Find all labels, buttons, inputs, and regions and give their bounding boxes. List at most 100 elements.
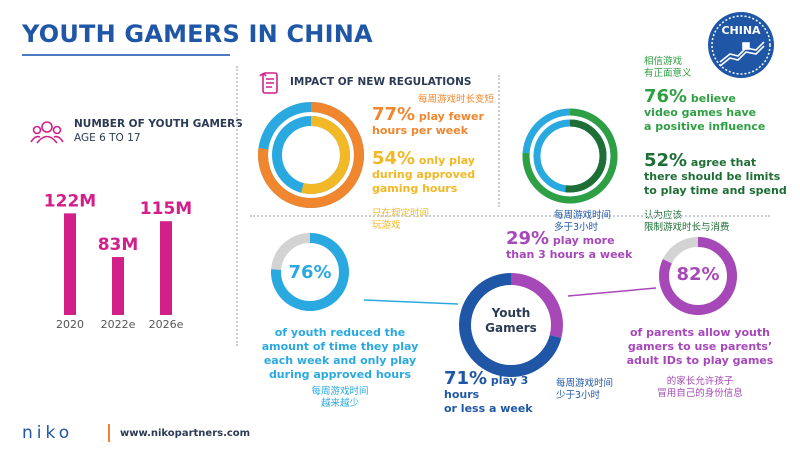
reduced-cn1: 每周游戏时间	[311, 386, 369, 397]
group-icon	[30, 121, 64, 144]
approved-cn: 只在规定时间 玩游戏	[372, 208, 429, 232]
footer-url[interactable]: www.nikopartners.com	[120, 428, 251, 439]
more3-cn: 每周游戏时间 多于3小时	[554, 210, 611, 234]
less3-stat: 71% play 3 hours or less a week	[444, 370, 564, 416]
ring-less-3h	[459, 273, 563, 377]
badge-label: CHINA	[721, 24, 761, 37]
bar-2026e	[160, 221, 172, 315]
approved-cn1: 只在规定时间	[372, 208, 430, 219]
bar-chart: 122M 2020 83M 2022e 115M 2026e	[44, 191, 192, 330]
less3-cn2: 少于3小时	[556, 390, 601, 401]
limits-l1: agree that	[687, 156, 757, 169]
ring-parents	[659, 237, 737, 315]
more3-cn2: 多于3小时	[554, 222, 599, 233]
bar-2022e	[112, 257, 124, 315]
reduced-stat: of youth reduced the amount of time they…	[250, 326, 430, 382]
limits-stat: 52% agree that there should be limits to…	[644, 152, 794, 198]
more3-l2: than 3 hours a week	[506, 248, 633, 261]
parents-l2: gamers to use parents’	[627, 340, 773, 353]
connector-right	[567, 287, 657, 297]
parents-pct: 82%	[676, 264, 720, 285]
ring-believe	[522, 108, 618, 204]
connector-left	[363, 299, 459, 305]
limits-l2: there should be limits	[644, 170, 781, 183]
ring-approved	[272, 116, 350, 194]
limits-l3: to play time and spend	[644, 184, 787, 197]
divider-horizontal	[250, 215, 770, 217]
regulations-header: IMPACT OF NEW REGULATIONS	[290, 76, 472, 88]
parents-l1: of parents allow youth	[630, 326, 770, 339]
less3-cn: 每周游戏时间 少于3小时	[556, 378, 613, 402]
gamers-subheader: AGE 6 TO 17	[74, 132, 141, 144]
page-title: YOUTH GAMERS IN CHINA	[22, 20, 373, 48]
divider-vertical-top	[498, 75, 500, 207]
regulations-donut	[258, 102, 364, 208]
reduced-donut	[271, 233, 349, 311]
bar-value-label: 122M	[44, 191, 96, 211]
approved-stat: 54% only play during approved gaming hou…	[372, 150, 502, 196]
parents-cn1: 的家长允许孩子	[666, 376, 734, 387]
play-fewer-pct: 77%	[372, 104, 416, 125]
opinion-donut	[522, 108, 618, 204]
less3-pct: 71%	[444, 368, 488, 389]
approved-pct: 54%	[372, 148, 416, 169]
limits-pct: 52%	[644, 150, 688, 171]
footer-separator	[108, 424, 110, 442]
niko-logo: niko	[22, 423, 74, 443]
believe-l3: a positive influence	[644, 120, 766, 133]
approved-l3: gaming hours	[372, 182, 458, 195]
bar-category-label: 2026e	[149, 318, 184, 330]
gamers-header: NUMBER OF YOUTH GAMERS	[74, 118, 243, 130]
parents-l3: adult IDs to play games	[626, 354, 774, 367]
more3-pct: 29%	[506, 228, 550, 249]
parents-stat: of parents allow youth gamers to use par…	[620, 326, 780, 368]
approved-l2: during approved	[372, 168, 476, 181]
ring-reduced	[271, 233, 349, 311]
reduced-l2: amount of time they play	[261, 340, 419, 353]
china-badge: CHINA	[708, 12, 774, 78]
bar-value-label: 115M	[140, 199, 192, 219]
bar-2020	[64, 213, 76, 315]
scroll-icon	[259, 72, 278, 94]
approved-l1: only play	[415, 154, 475, 167]
great-wall-icon	[719, 41, 765, 67]
believe-l1: believe	[687, 92, 736, 105]
believe-cn: 相信游戏 有正面意义	[644, 56, 692, 80]
reduced-pct: 76%	[288, 262, 332, 283]
believe-cn1: 相信游戏	[644, 56, 683, 67]
title-underline	[22, 54, 230, 56]
bar-value-label: 83M	[98, 235, 139, 255]
youth-gamers-donut	[459, 273, 563, 377]
more3-l1: play more	[549, 234, 615, 247]
approved-cn2: 玩游戏	[372, 220, 401, 231]
believe-cn2: 有正面意义	[644, 68, 692, 79]
play-fewer-l1: play fewer	[415, 110, 484, 123]
play-fewer-stat: 77% play fewer hours per week	[372, 106, 502, 138]
believe-stat: 76% believe video games have a positive …	[644, 88, 794, 134]
parents-donut	[659, 237, 737, 315]
play-fewer-cn: 每周游戏时长变短	[418, 94, 495, 105]
ring-limits	[533, 119, 607, 193]
more3-stat: 29% play more than 3 hours a week	[506, 230, 646, 262]
less3-l1: play 3 hours	[444, 374, 529, 401]
bar-category-label: 2022e	[101, 318, 136, 330]
center-label-1: Youth	[491, 306, 531, 320]
parents-cn2: 冒用自己的身份信息	[657, 388, 743, 399]
believe-pct: 76%	[644, 86, 688, 107]
youth-gamers-label: Youth Gamers	[456, 306, 566, 336]
play-fewer-l2: hours per week	[372, 124, 469, 137]
reduced-cn2: 越来越少	[320, 398, 359, 409]
limits-cn: 认为应该 限制游戏时长与消费	[644, 210, 730, 234]
parents-cn: 的家长允许孩子 冒用自己的身份信息	[620, 376, 780, 400]
believe-l2: video games have	[644, 106, 757, 119]
bar-category-label: 2020	[56, 318, 84, 330]
less3-cn1: 每周游戏时间	[556, 378, 614, 389]
divider-vertical	[236, 66, 238, 346]
reduced-l3: each week and only play	[263, 354, 417, 367]
reduced-l4: during approved hours	[268, 368, 412, 381]
reduced-l1: of youth reduced the	[274, 326, 406, 339]
more3-cn1: 每周游戏时间	[554, 210, 612, 221]
reduced-cn: 每周游戏时间 越来越少	[250, 386, 430, 410]
limits-cn2: 限制游戏时长与消费	[644, 222, 730, 233]
